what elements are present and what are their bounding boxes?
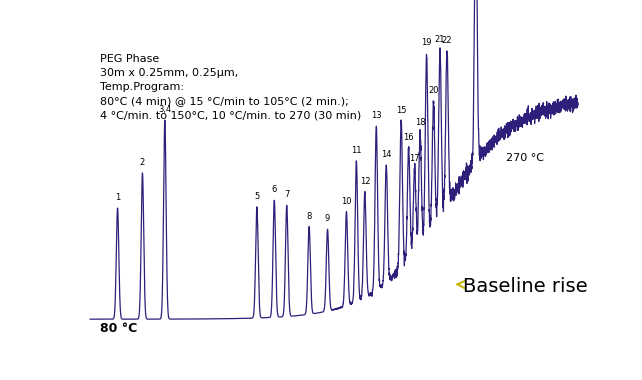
Text: 8: 8 <box>306 212 312 221</box>
Text: 7: 7 <box>284 190 290 200</box>
Text: 16: 16 <box>403 133 414 142</box>
Text: 12: 12 <box>360 177 370 186</box>
Text: 18: 18 <box>415 118 426 127</box>
Text: 19: 19 <box>421 38 432 47</box>
Text: 15: 15 <box>396 106 406 116</box>
Text: 17: 17 <box>410 155 420 163</box>
Text: 3,4: 3,4 <box>158 105 171 114</box>
Text: 270 °C: 270 °C <box>506 153 544 163</box>
Text: 1: 1 <box>115 193 120 202</box>
Text: 5: 5 <box>254 192 259 201</box>
Text: 11: 11 <box>351 146 361 155</box>
Text: Baseline rise: Baseline rise <box>457 277 588 296</box>
Text: 13: 13 <box>371 111 381 120</box>
Text: 20: 20 <box>428 86 438 95</box>
Text: 22: 22 <box>442 36 452 45</box>
Text: 21: 21 <box>435 35 446 44</box>
Text: 2: 2 <box>140 158 145 167</box>
Text: 9: 9 <box>325 214 330 223</box>
Text: 14: 14 <box>381 150 392 160</box>
Text: PEG Phase
30m x 0.25mm, 0.25μm,
Temp.Program:
80°C (4 min) @ 15 °C/min to 105°C : PEG Phase 30m x 0.25mm, 0.25μm, Temp.Pro… <box>100 54 361 120</box>
Text: 80 °C: 80 °C <box>100 322 137 335</box>
Text: 6: 6 <box>272 185 277 195</box>
Text: 10: 10 <box>341 197 352 206</box>
